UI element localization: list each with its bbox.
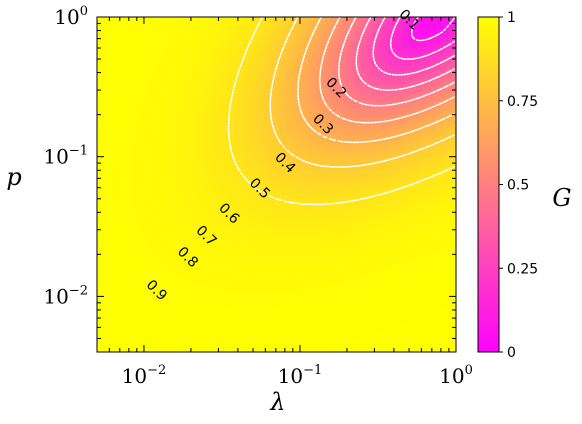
contour-line (372, 17, 455, 76)
y-tick-label: 100 (54, 4, 88, 29)
contour-line (297, 17, 455, 144)
x-tick-label: 10−1 (278, 363, 323, 388)
colorbar-ticks: 0 0.25 0.5 0.75 1 (499, 10, 538, 361)
y-tick-label: 10−2 (43, 283, 88, 308)
contour-lines (227, 17, 455, 206)
x-tick-label: 100 (439, 363, 473, 388)
contour-line (389, 17, 455, 60)
y-axis-label: p (6, 163, 21, 191)
y-axis-ticks: 10−2 10−1 100 (43, 4, 456, 353)
contour-line (269, 17, 455, 168)
y-tick-label: 10−1 (43, 144, 88, 169)
contour-line (410, 17, 455, 42)
contour-line (355, 17, 455, 91)
colorbar (477, 16, 500, 353)
contour-line (319, 17, 455, 124)
colorbar-tick-label: 0.25 (507, 261, 538, 277)
x-tick-label: 10−2 (122, 363, 167, 388)
contour-line (338, 17, 455, 107)
x-axis-label: λ (269, 388, 285, 416)
colorbar-tick-label: 1 (507, 10, 516, 26)
x-axis-ticks: 10−2 10−1 100 (96, 17, 473, 388)
heatmap-area (97, 17, 456, 352)
colorbar-label: G (552, 184, 571, 212)
plot-frame (96, 16, 457, 353)
contour-line (227, 17, 455, 206)
colorbar-tick-label: 0.5 (507, 178, 529, 194)
colorbar-tick-label: 0 (507, 345, 516, 361)
colorbar-tick-label: 0.75 (507, 94, 538, 110)
